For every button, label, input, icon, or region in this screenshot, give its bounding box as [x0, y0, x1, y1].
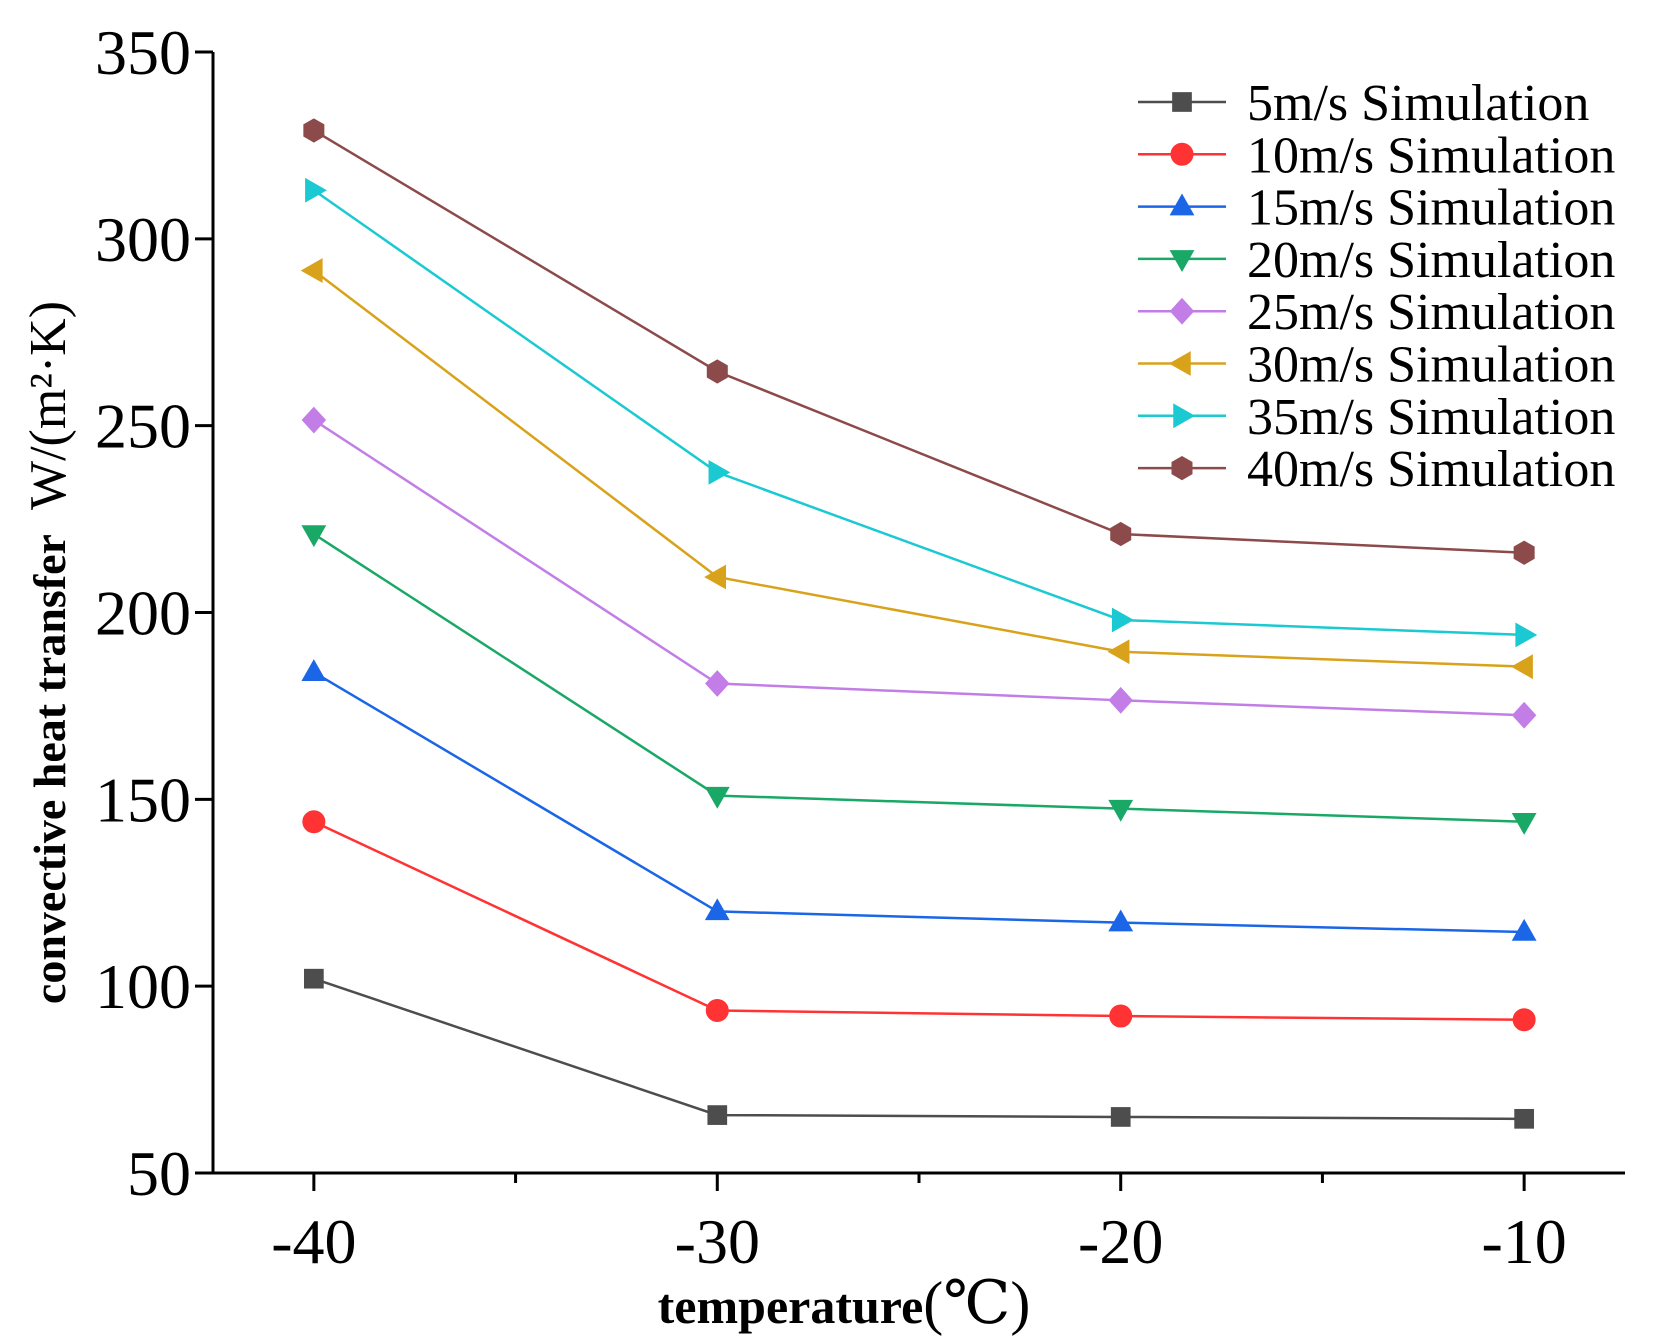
- y-tick-label: 100: [95, 951, 191, 1022]
- legend-item: 25m/s Simulation: [1138, 284, 1615, 341]
- data-point: [704, 786, 730, 809]
- data-point: [1512, 1008, 1536, 1032]
- data-point: [300, 258, 323, 284]
- y-axis-title-label: convective heat transfer: [24, 534, 75, 1004]
- data-point: [303, 118, 325, 143]
- data-point: [1511, 918, 1537, 941]
- y-tick-label: 50: [127, 1138, 191, 1209]
- data-point: [707, 1105, 728, 1125]
- legend-label: 30m/s Simulation: [1247, 337, 1615, 394]
- series-2: [302, 810, 1536, 1032]
- series-1: [304, 968, 1534, 1129]
- x-axis-title: temperature(℃): [658, 1270, 1031, 1336]
- legend-marker: [1172, 92, 1192, 112]
- legend-marker: [1169, 297, 1195, 325]
- legend-item: 40m/s Simulation: [1138, 441, 1615, 498]
- y-tick-label: 200: [95, 578, 191, 649]
- series-layer: [300, 118, 1538, 1129]
- legend-marker: [1171, 455, 1193, 481]
- data-point: [1511, 654, 1533, 680]
- legend-label: 15m/s Simulation: [1247, 180, 1615, 237]
- data-point: [1110, 1107, 1131, 1127]
- series-line: [313, 671, 1525, 934]
- legend-item: 30m/s Simulation: [1138, 337, 1615, 394]
- legend-label: 40m/s Simulation: [1247, 441, 1615, 498]
- x-axis-title-label: temperature: [658, 1278, 924, 1334]
- data-point: [1108, 909, 1134, 932]
- data-point: [301, 525, 327, 548]
- x-axis-title-unit: (℃): [923, 1270, 1030, 1336]
- y-axis-title-unit: (m²·K): [20, 301, 77, 447]
- legend-label: 35m/s Simulation: [1247, 389, 1615, 446]
- data-point: [706, 359, 728, 384]
- data-point: [705, 998, 729, 1022]
- legend-item: 20m/s Simulation: [1138, 232, 1615, 289]
- legend-marker: [1168, 351, 1191, 376]
- data-point: [1514, 1108, 1534, 1129]
- data-point: [1511, 701, 1537, 729]
- legend-label: 20m/s Simulation: [1247, 232, 1615, 289]
- series-line: [313, 977, 1525, 1121]
- data-point: [705, 670, 730, 697]
- y-axis-title: convective heat transfer W/(m²·K): [20, 301, 77, 1004]
- series-line: [313, 189, 1525, 637]
- data-point: [1109, 1004, 1133, 1028]
- legend-label: 5m/s Simulation: [1247, 75, 1589, 132]
- legend-item: 10m/s Simulation: [1138, 127, 1615, 184]
- series-5: [301, 406, 1537, 729]
- data-point: [708, 459, 731, 485]
- data-point: [704, 564, 727, 590]
- legend-item: 5m/s Simulation: [1138, 75, 1589, 132]
- legend-marker: [1169, 193, 1195, 216]
- series-4: [301, 525, 1537, 835]
- y-tick-label: 250: [95, 391, 191, 462]
- legend-item: 15m/s Simulation: [1138, 180, 1615, 237]
- y-axis-title-unit-prefix: W/: [20, 446, 77, 510]
- data-point: [1515, 622, 1538, 648]
- legend-label: 10m/s Simulation: [1247, 127, 1615, 184]
- data-point: [301, 406, 327, 434]
- series-line: [313, 820, 1525, 1022]
- x-tick-label: -20: [1078, 1206, 1163, 1277]
- series-line: [313, 129, 1525, 554]
- series-line: [313, 269, 1525, 668]
- legend-item: 35m/s Simulation: [1138, 389, 1615, 446]
- data-point: [304, 968, 324, 989]
- legend-label: 25m/s Simulation: [1247, 284, 1615, 341]
- series-3: [301, 659, 1537, 941]
- data-point: [1110, 521, 1132, 547]
- y-axis-ticks: 50 100 150 200 250 300 350: [95, 17, 213, 1209]
- data-point: [1108, 686, 1133, 714]
- y-tick-label: 350: [95, 17, 191, 88]
- legend-marker: [1173, 403, 1196, 429]
- data-point: [305, 177, 327, 203]
- series-6: [300, 258, 1533, 680]
- x-tick-label: -40: [271, 1206, 356, 1277]
- data-point: [1111, 607, 1134, 633]
- series-line: [313, 419, 1525, 717]
- data-point: [1107, 639, 1130, 665]
- legend-marker: [1169, 250, 1195, 273]
- data-point: [1513, 540, 1535, 565]
- data-point: [704, 898, 730, 921]
- legend-marker: [1170, 142, 1194, 166]
- data-point: [1511, 813, 1537, 835]
- y-tick-label: 300: [95, 204, 191, 275]
- series-7: [305, 177, 1538, 648]
- y-tick-label: 150: [95, 764, 191, 835]
- x-tick-label: -30: [675, 1206, 760, 1277]
- series-8: [303, 118, 1535, 565]
- x-axis-ticks: -40 -30 -20 -10: [271, 1173, 1567, 1277]
- data-point: [301, 659, 327, 682]
- series-line: [313, 532, 1525, 824]
- data-point: [1108, 799, 1134, 822]
- data-point: [302, 810, 326, 834]
- x-tick-label: -10: [1481, 1206, 1566, 1277]
